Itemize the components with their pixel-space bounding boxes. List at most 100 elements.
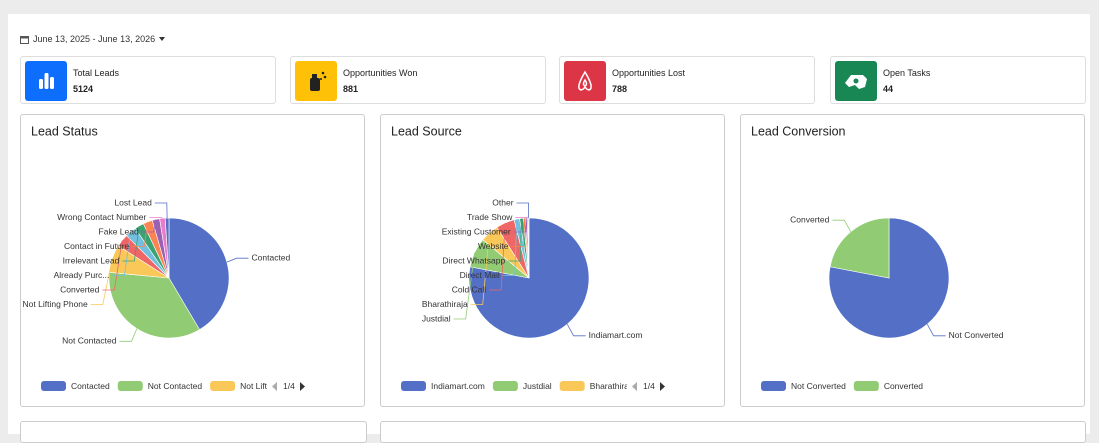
stat-card: Total Leads 5124 [20, 56, 276, 104]
legend: Not Converted Converted [761, 381, 923, 391]
chart-panel: Lead Source Indiamart.com Justdial Bharathi… [380, 114, 725, 407]
label-line [119, 328, 138, 342]
legend-label: Contacted [71, 381, 110, 391]
label-line [513, 218, 527, 233]
slice-label: Contact in Future [64, 241, 129, 251]
page-root: June 13, 2025 - June 13, 2026 Total Lead… [8, 14, 1090, 443]
label-line [132, 221, 149, 247]
label-line [90, 258, 113, 305]
legend-swatch [210, 381, 236, 391]
legend-label: Not Contacted [148, 381, 203, 391]
legend-swatch [761, 381, 786, 391]
trophy-icon [310, 71, 327, 91]
legend: Indiamart.com Justdial Bharathiraja [401, 381, 636, 391]
chart: Lead Source Indiamart.com Justdial Bharathi… [391, 124, 665, 391]
label-line [508, 218, 522, 262]
date-range[interactable]: June 13, 2025 - June 13, 2026 [20, 34, 166, 44]
date-range-text: June 13, 2025 - June 13, 2026 [33, 34, 156, 44]
chart-title: Lead Conversion [751, 124, 846, 138]
slice-label: Wrong Contact Number [57, 212, 146, 222]
label-line [511, 218, 525, 247]
label-line [154, 202, 168, 219]
caret [159, 36, 166, 41]
label-line [141, 219, 157, 233]
label-line [102, 240, 123, 291]
legend-swatch [492, 381, 518, 391]
slice-label: Converted [60, 284, 99, 294]
legend-next [300, 382, 305, 391]
legend-swatch [853, 381, 879, 391]
slice-label: Converted [790, 214, 829, 224]
label-line [122, 225, 140, 262]
legend-label: Not Lifting Phone [240, 381, 305, 391]
legend-label: Converted [884, 381, 923, 391]
chart-title: Lead Source [391, 124, 462, 138]
stat-label: Open Tasks [883, 68, 931, 78]
stat-icon [835, 61, 877, 101]
stat-icon [25, 61, 67, 101]
legend-page: 1/4 [643, 381, 655, 391]
slice-label: Direct Mail [460, 270, 500, 280]
slice-label: Bharathiraja [422, 299, 468, 309]
slice-label: Existing Customer [442, 226, 511, 236]
label-line [515, 217, 529, 219]
label-line [112, 231, 132, 276]
label-line [566, 324, 586, 337]
airbnb-icon [578, 70, 592, 91]
stat-value: 5124 [73, 84, 94, 94]
stat-card: Opportunities Lost 788 [559, 56, 815, 104]
stat-icon [295, 61, 337, 101]
legend-swatch [41, 381, 66, 391]
slice-label: Contacted [252, 252, 291, 262]
slice-label: Not Converted [949, 330, 1004, 340]
stat-label: Total Leads [73, 68, 120, 78]
pie-slice [168, 217, 230, 331]
pie-slice [527, 217, 530, 279]
label-line [453, 252, 476, 320]
chart-panel: Lead Conversion Not Converted Converted Not… [740, 114, 1085, 407]
label-line [502, 219, 518, 276]
slice-label: Cold Call [452, 284, 487, 294]
label-line [516, 202, 530, 219]
label-line [226, 257, 249, 263]
calendar-icon [20, 35, 29, 44]
slice-label: Other [492, 197, 513, 207]
label-line [832, 219, 852, 232]
stat-card: Opportunities Won 881 [290, 56, 546, 104]
slice-label: Not Contacted [62, 336, 117, 346]
slice-label: Fake Lead [99, 226, 139, 236]
chart: Lead Status Contacted Not Contacted Not Lif… [23, 124, 305, 391]
legend-prev [272, 382, 277, 391]
slice-label: Justdial [422, 313, 451, 323]
legend-label: Bharathiraja [590, 381, 636, 391]
chart-panel: Lead Status Contacted Not Contacted Not Lif… [20, 114, 365, 407]
panel-stub [380, 421, 1086, 443]
label-line [926, 324, 946, 337]
chart-title: Lead Status [31, 124, 98, 138]
bar-icon [39, 73, 54, 89]
stat-value: 881 [343, 84, 359, 94]
legend-page: 1/4 [283, 381, 295, 391]
label-line [489, 222, 506, 291]
panel-stub [20, 421, 367, 443]
tasks-icon [845, 75, 867, 89]
legend-swatch [117, 381, 143, 391]
stat-icon [564, 61, 606, 101]
slice-label: Irrelevant Lead [63, 255, 120, 265]
legend-swatch [401, 381, 426, 391]
stat-value: 44 [883, 84, 894, 94]
slice-label: Lost Lead [114, 197, 152, 207]
slice-label: Trade Show [467, 212, 513, 222]
stat-label: Opportunities Lost [612, 68, 686, 78]
legend-swatch [559, 381, 585, 391]
pie-slice [829, 217, 890, 279]
label-line [470, 232, 490, 305]
pie-slice [108, 272, 200, 339]
legend-next [660, 382, 665, 391]
stat-label: Opportunities Won [343, 68, 418, 78]
stat-value: 788 [612, 84, 628, 94]
slice-label: Already Purc... [54, 270, 110, 280]
legend: Contacted Not Contacted Not Lifting Phone [41, 381, 305, 391]
slice-label: Direct Whatsapp [442, 255, 505, 265]
